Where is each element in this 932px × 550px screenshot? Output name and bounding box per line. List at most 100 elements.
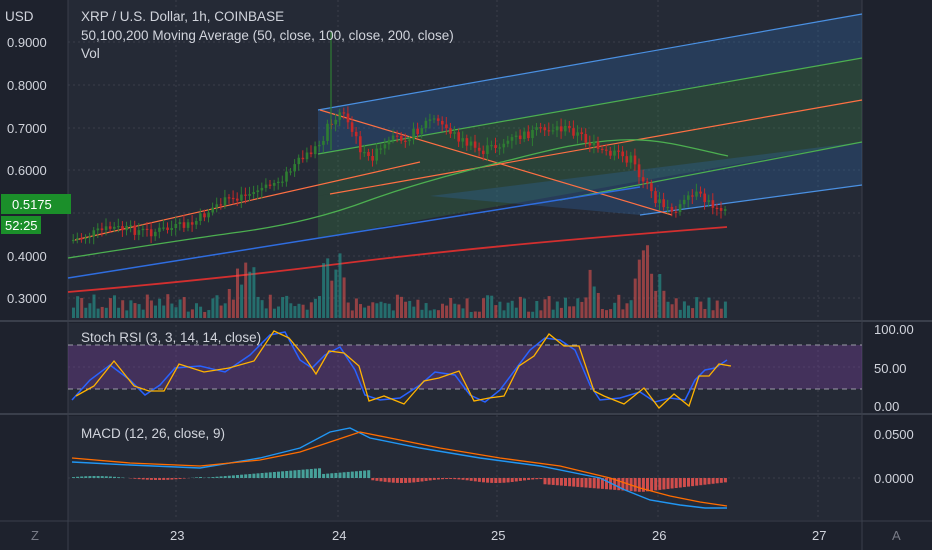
volume-bar bbox=[178, 299, 182, 318]
macd-hist-bar bbox=[682, 478, 686, 488]
volume-bar bbox=[461, 308, 465, 318]
zoom-reset-button[interactable]: Z bbox=[31, 528, 39, 543]
ma-indicator-label[interactable]: 50,100,200 Moving Average (50, close, 10… bbox=[81, 28, 454, 43]
volume-bar bbox=[203, 311, 207, 318]
candle-body bbox=[215, 204, 219, 208]
macd-hist-bar bbox=[576, 478, 580, 487]
candle-body bbox=[596, 141, 600, 149]
stoch-tick: 50.00 bbox=[874, 361, 907, 376]
volume-bar bbox=[723, 301, 727, 318]
volume-bar bbox=[141, 309, 145, 318]
stoch-axis[interactable]: 100.00 50.00 0.00 bbox=[874, 322, 914, 414]
auto-scale-button[interactable]: A bbox=[892, 528, 901, 543]
macd-hist-bar bbox=[281, 471, 285, 478]
macd-hist-bar bbox=[342, 472, 346, 478]
macd-hist-bar bbox=[486, 478, 490, 483]
candle-body bbox=[477, 147, 481, 151]
volume-bar bbox=[658, 273, 662, 318]
macd-hist-bar bbox=[252, 473, 256, 478]
volume-bar bbox=[125, 310, 129, 318]
volume-bar bbox=[305, 309, 309, 318]
volume-bar bbox=[703, 308, 707, 318]
macd-hist-bar bbox=[715, 478, 719, 484]
candle-body bbox=[641, 177, 645, 182]
candle-body bbox=[678, 204, 682, 213]
candle-body bbox=[313, 146, 317, 155]
macd-hist-bar bbox=[531, 478, 535, 480]
macd-hist-bar bbox=[223, 476, 227, 478]
volume-bar bbox=[117, 307, 121, 318]
candle-body bbox=[490, 145, 493, 147]
volume-bar bbox=[412, 306, 416, 318]
candle-body bbox=[613, 150, 616, 156]
trend-line-orange[interactable] bbox=[74, 161, 421, 241]
macd-hist-bar bbox=[174, 478, 178, 480]
price-pane[interactable] bbox=[68, 0, 862, 320]
volume-bar bbox=[166, 294, 170, 318]
macd-hist-bar bbox=[637, 478, 641, 492]
volume-bar bbox=[318, 296, 321, 318]
candle-body bbox=[219, 204, 223, 206]
volume-bar bbox=[609, 309, 613, 318]
macd-hist-bar bbox=[494, 478, 498, 483]
candle-body bbox=[162, 227, 165, 229]
volume-bar bbox=[555, 301, 559, 318]
volume-bar bbox=[199, 306, 203, 318]
volume-bar bbox=[514, 307, 518, 318]
macd-hist-bar bbox=[473, 478, 477, 482]
volume-bar bbox=[285, 295, 289, 318]
macd-hist-bar bbox=[236, 475, 239, 478]
price-tick: 0.7000 bbox=[7, 121, 47, 136]
macd-hist-bar bbox=[371, 478, 375, 481]
macd-hist-bar bbox=[363, 470, 367, 478]
macd-hist-bar bbox=[600, 478, 604, 489]
macd-hist-bar bbox=[313, 468, 317, 478]
candle-body bbox=[371, 155, 374, 161]
volume-bar bbox=[158, 298, 162, 318]
macd-hist-bar bbox=[404, 478, 408, 483]
volume-indicator-label[interactable]: Vol bbox=[81, 46, 100, 61]
macd-hist-bar bbox=[711, 478, 715, 484]
macd-axis[interactable]: 0.0500 0.0000 bbox=[874, 427, 914, 486]
candle-body bbox=[178, 222, 182, 224]
volume-bar bbox=[313, 298, 317, 318]
macd-label[interactable]: MACD (12, 26, close, 9) bbox=[81, 426, 225, 441]
volume-bar bbox=[260, 300, 264, 318]
volume-bar bbox=[100, 306, 104, 318]
candle-body bbox=[539, 127, 542, 129]
chart-title[interactable]: XRP / U.S. Dollar, 1h, COINBASE bbox=[81, 9, 284, 24]
macd-hist-bar bbox=[633, 478, 637, 492]
macd-hist-bar bbox=[707, 478, 711, 485]
macd-hist-bar bbox=[162, 478, 166, 480]
stoch-pane[interactable] bbox=[68, 323, 862, 413]
candlesticks bbox=[72, 32, 727, 245]
candle-body bbox=[84, 237, 87, 239]
macd-hist-bar bbox=[687, 478, 690, 487]
stoch-rsi-label[interactable]: Stoch RSI (3, 3, 14, 14, close) bbox=[81, 330, 261, 345]
candle-body bbox=[379, 148, 383, 150]
candle-body bbox=[272, 183, 276, 186]
macd-hist-bar bbox=[158, 478, 162, 480]
macd-hist-bar bbox=[428, 478, 432, 481]
candle-body bbox=[108, 226, 112, 229]
volume-bar bbox=[486, 295, 490, 318]
candle-body bbox=[170, 227, 173, 231]
macd-hist-bar bbox=[477, 478, 481, 482]
volume-bar bbox=[104, 307, 108, 318]
macd-hist-bar bbox=[211, 477, 215, 478]
candle-body bbox=[650, 183, 653, 192]
macd-hist-bar bbox=[113, 476, 116, 478]
time-axis[interactable]: 23 24 25 26 27 bbox=[170, 528, 826, 543]
candle-body bbox=[158, 227, 161, 232]
pitchfork-channel[interactable] bbox=[317, 13, 863, 238]
macd-hist-bar bbox=[318, 468, 321, 478]
current-price-badge bbox=[1, 194, 71, 214]
candle-body bbox=[404, 140, 407, 142]
macd-hist-bar bbox=[453, 478, 457, 480]
candle-body bbox=[166, 227, 169, 231]
volume-bar bbox=[416, 299, 420, 318]
macd-hist-bar bbox=[510, 478, 514, 482]
candle-body bbox=[564, 125, 567, 132]
price-axis[interactable]: 0.9000 0.8000 0.7000 0.6000 0.4000 0.300… bbox=[1, 35, 71, 306]
